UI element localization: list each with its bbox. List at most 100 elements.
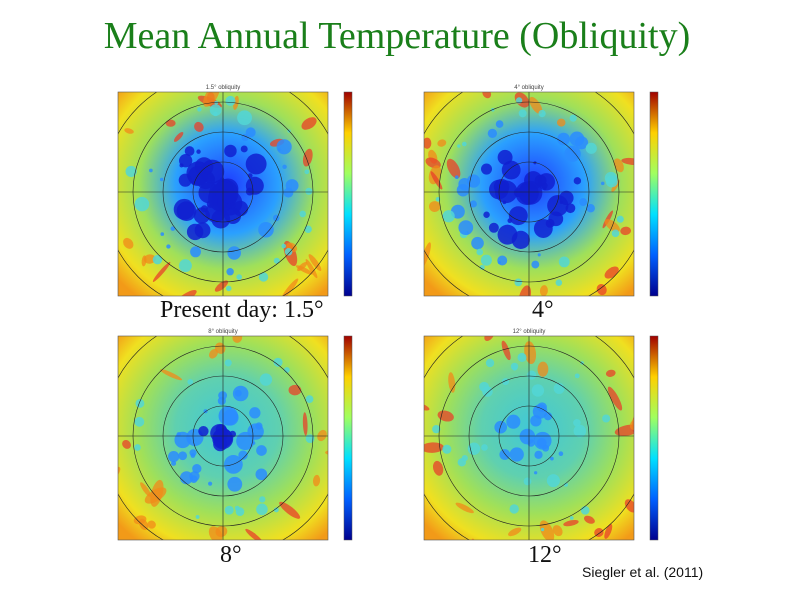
warm-streak (524, 341, 537, 365)
crater-spot (569, 114, 577, 122)
warm-streak (624, 499, 634, 513)
crater-spot (602, 414, 611, 423)
crater-spot (220, 177, 225, 182)
colorbar (343, 335, 353, 541)
crater-spot (521, 191, 527, 197)
crater-spot (479, 264, 485, 270)
warm-streak (529, 96, 543, 115)
crater-spot (227, 246, 241, 260)
warm-streak (302, 148, 313, 167)
crater-spot (249, 407, 261, 419)
warm-streak (161, 540, 178, 548)
warm-streak (141, 255, 147, 267)
crater-spot (519, 428, 536, 445)
crater-spot (198, 426, 209, 437)
crater-spot (214, 100, 219, 105)
crater-spot (485, 358, 495, 368)
crater-spot (197, 107, 202, 112)
crater-spot (179, 154, 193, 168)
warm-streak (446, 158, 461, 179)
crater-spot (483, 211, 490, 218)
crater-spot (160, 232, 165, 236)
crater-spot (252, 441, 256, 445)
warm-streak (124, 128, 134, 134)
warm-streak (214, 280, 229, 292)
crater-spot (534, 471, 538, 475)
warm-streak (122, 439, 131, 449)
warm-streak (160, 369, 183, 381)
crater-spot (304, 225, 312, 234)
warm-streak (194, 121, 204, 132)
crater-spot (134, 416, 145, 427)
crater-spot (227, 476, 243, 492)
crater-spot (546, 474, 560, 488)
crater-spot (190, 246, 201, 258)
crater-spot (480, 254, 492, 266)
crater-spot (471, 236, 484, 250)
warm-streak (147, 520, 156, 529)
crater-spot (208, 175, 215, 182)
crater-spot (259, 373, 273, 386)
warm-streak (424, 137, 432, 149)
warm-streak (539, 520, 555, 540)
slide-title: Mean Annual Temperature (Obliquity) (103, 15, 691, 57)
crater-spot (186, 223, 204, 241)
warm-streak (584, 515, 595, 524)
warm-streak (138, 518, 149, 531)
crater-spot (476, 248, 484, 256)
crater-spot (273, 357, 283, 367)
crater-spot (510, 362, 519, 371)
crater-spot (506, 414, 521, 429)
warm-streak (180, 541, 197, 548)
crater-spot (284, 247, 293, 256)
warm-streak (274, 541, 290, 548)
warm-streak (429, 201, 441, 212)
crater-spot (495, 120, 504, 128)
crater-spot (218, 391, 228, 400)
crater-spot (479, 381, 489, 392)
crater-spot (600, 181, 605, 186)
crater-spot (256, 503, 268, 516)
crater-spot (527, 370, 537, 380)
crater-spot (461, 455, 468, 462)
crater-spot (579, 198, 588, 207)
crater-spot (226, 267, 234, 276)
crater-spot (580, 505, 590, 515)
crater-spot (221, 189, 237, 204)
crater-spot (611, 229, 620, 238)
crater-spot (481, 163, 493, 175)
warm-streak (437, 139, 447, 147)
crater-spot (559, 190, 574, 206)
warm-streak (605, 369, 616, 377)
warm-streak (501, 340, 511, 361)
crater-spot (283, 187, 294, 198)
warm-streak (620, 226, 632, 236)
plot-title: 4° obliquity (514, 85, 543, 91)
crater-spot (152, 254, 163, 265)
crater-spot (538, 109, 546, 118)
warm-streak (174, 289, 197, 296)
crater-spot (171, 460, 177, 466)
warm-streak (484, 336, 495, 342)
crater-spot (515, 97, 523, 104)
warm-streak (152, 261, 171, 282)
colorbar (343, 91, 353, 297)
map-frame (423, 335, 635, 541)
warm-streak (279, 501, 301, 519)
warm-streak (143, 254, 156, 264)
crater-spot (550, 456, 554, 461)
crater-spot (488, 222, 499, 233)
crater-spot (245, 153, 267, 175)
crater-spot (514, 278, 523, 287)
crater-spot (511, 230, 530, 249)
crater-spot (457, 144, 461, 148)
crater-spot (258, 272, 269, 282)
crater-spot (518, 109, 527, 118)
crater-spot (192, 463, 202, 474)
warm-streak (302, 412, 308, 436)
crater-spot (494, 420, 508, 434)
crater-spot (553, 382, 565, 394)
crater-spot (255, 468, 268, 481)
crater-spot (125, 165, 137, 178)
crater-spot (299, 210, 306, 218)
